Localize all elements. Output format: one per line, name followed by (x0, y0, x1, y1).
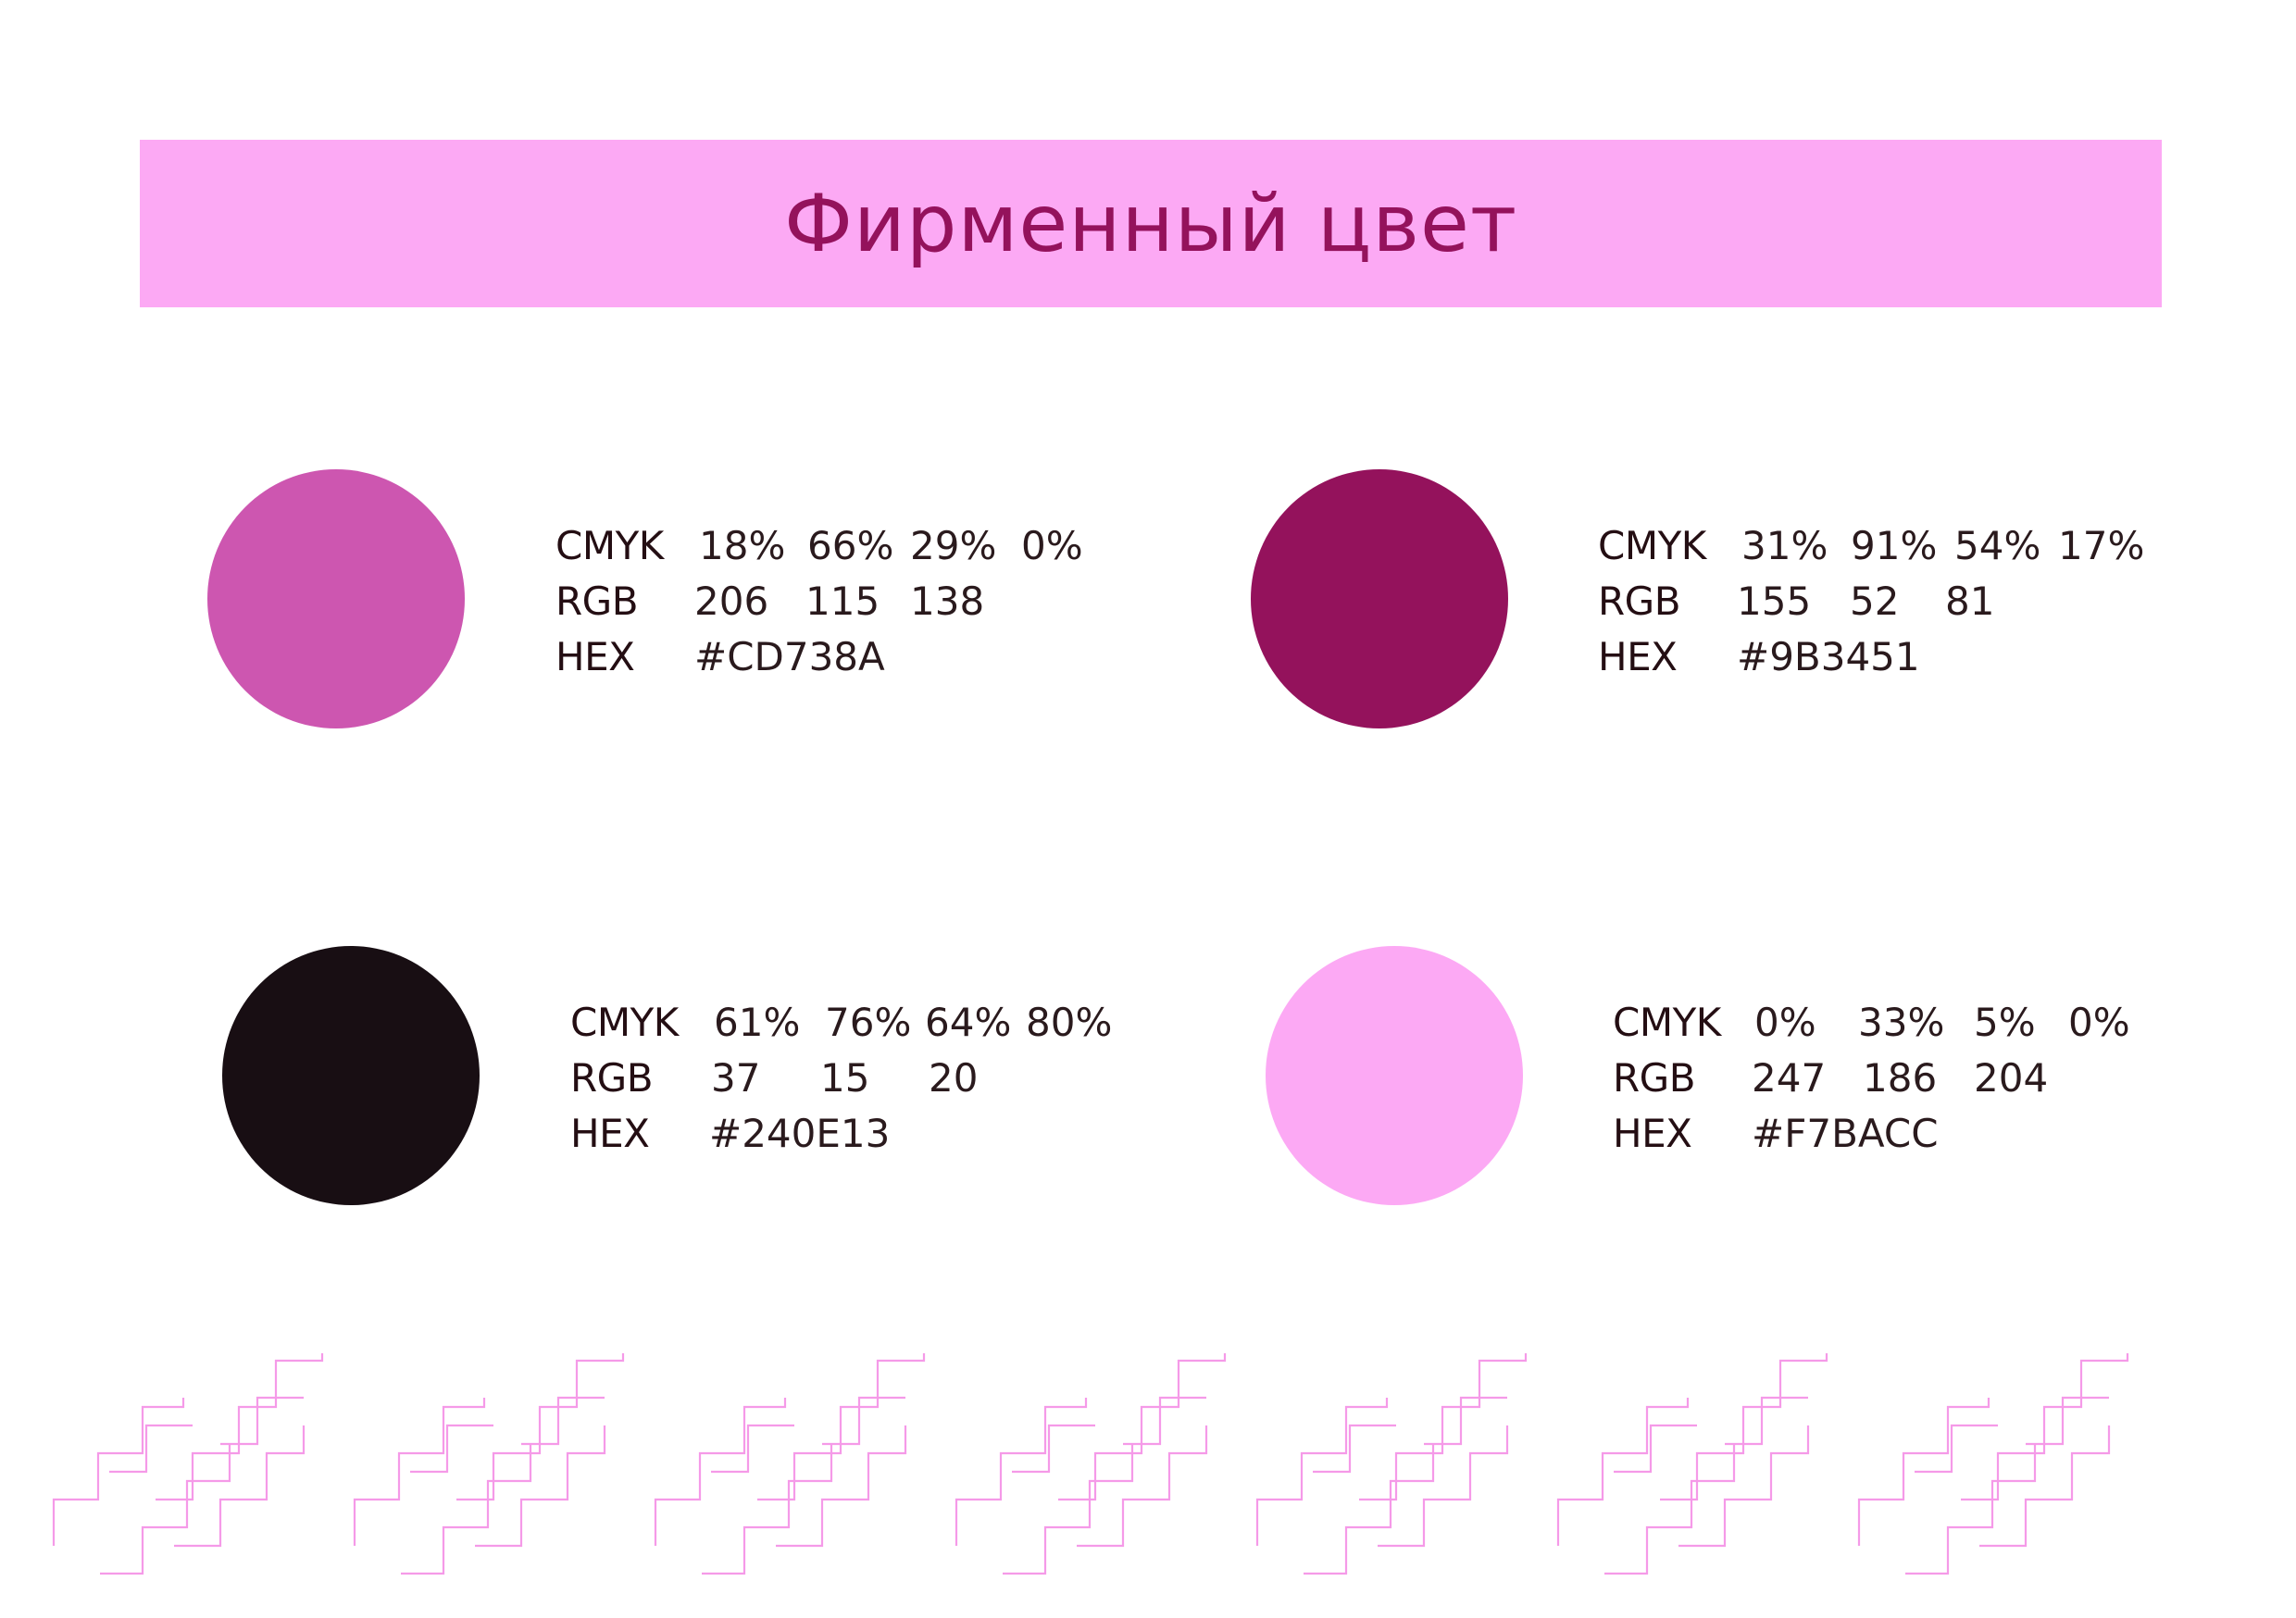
rgb-b: 20 (929, 1055, 979, 1101)
pattern-tile (52, 1351, 324, 1575)
rgb-row: RGB 206 115 138 (555, 574, 1111, 629)
cmyk-c: 0% (1754, 1000, 1816, 1045)
hex-value: #CD738A (694, 634, 885, 679)
stair-pattern (52, 1351, 2129, 1575)
swatch-circle-2 (1251, 469, 1508, 728)
cmyk-row: CMYK 0% 33% 5% 0% (1613, 995, 2168, 1051)
cmyk-label: CMYK (555, 523, 664, 568)
rgb-g: 15 (820, 1055, 870, 1101)
rgb-b: 204 (1974, 1055, 2049, 1101)
rgb-label: RGB (570, 1055, 654, 1101)
hex-label: HEX (555, 634, 635, 679)
hex-row: HEX #240E13 (570, 1106, 1126, 1162)
page-title: Фирменный цвет (783, 177, 1518, 270)
cmyk-m: 91% (1851, 523, 1938, 568)
hex-value: #240E13 (709, 1111, 891, 1156)
rgb-row: RGB 247 186 204 (1613, 1051, 2168, 1106)
hex-row: HEX #9B3451 (1598, 629, 2172, 685)
pattern-tile (1255, 1351, 1528, 1575)
rgb-r: 155 (1737, 579, 1812, 624)
cmyk-k: 17% (2058, 523, 2145, 568)
cmyk-y: 64% (925, 1000, 1012, 1045)
cmyk-row: CMYK 31% 91% 54% 17% (1598, 518, 2172, 574)
rgb-label: RGB (555, 579, 639, 624)
cmyk-m: 33% (1858, 1000, 1945, 1045)
cmyk-k: 0% (2068, 1000, 2130, 1045)
pattern-tile (654, 1351, 926, 1575)
cmyk-m: 66% (807, 523, 894, 568)
pattern-tile (1857, 1351, 2129, 1575)
hex-label: HEX (1613, 1111, 1692, 1156)
swatch-circle-4 (1266, 946, 1523, 1205)
swatch-circle-1 (207, 469, 465, 728)
pattern-tile (353, 1351, 625, 1575)
pattern-tile (1556, 1351, 1828, 1575)
cmyk-row: CMYK 61% 76% 64% 80% (570, 995, 1126, 1051)
swatch-circle-3 (222, 946, 480, 1205)
rgb-r: 37 (711, 1055, 761, 1101)
cmyk-label: CMYK (1613, 1000, 1721, 1045)
rgb-label: RGB (1598, 579, 1681, 624)
cmyk-c: 18% (699, 523, 786, 568)
cmyk-label: CMYK (1598, 523, 1706, 568)
swatch-spec-4: CMYK 0% 33% 5% 0% RGB 247 186 204 HEX #F… (1613, 995, 2168, 1162)
rgb-g: 115 (805, 579, 880, 624)
hex-value: #9B3451 (1737, 634, 1920, 679)
swatch-spec-2: CMYK 31% 91% 54% 17% RGB 155 52 81 HEX #… (1598, 518, 2172, 685)
swatch-spec-3: CMYK 61% 76% 64% 80% RGB 37 15 20 HEX #2… (570, 995, 1126, 1162)
cmyk-y: 54% (1954, 523, 2041, 568)
pattern-tiles (52, 1351, 2129, 1575)
rgb-label: RGB (1613, 1055, 1696, 1101)
rgb-row: RGB 37 15 20 (570, 1051, 1126, 1106)
cmyk-c: 61% (714, 1000, 801, 1045)
rgb-g: 186 (1863, 1055, 1938, 1101)
hex-label: HEX (570, 1111, 650, 1156)
rgb-r: 206 (694, 579, 769, 624)
hex-label: HEX (1598, 634, 1678, 679)
rgb-b: 81 (1945, 579, 1995, 624)
rgb-row: RGB 155 52 81 (1598, 574, 2172, 629)
cmyk-k: 80% (1026, 1000, 1113, 1045)
hex-row: HEX #F7BACC (1613, 1106, 2168, 1162)
cmyk-c: 31% (1741, 523, 1828, 568)
pattern-tile (955, 1351, 1227, 1575)
cmyk-y: 29% (910, 523, 997, 568)
cmyk-m: 76% (825, 1000, 912, 1045)
swatch-spec-1: CMYK 18% 66% 29% 0% RGB 206 115 138 HEX … (555, 518, 1111, 685)
cmyk-label: CMYK (570, 1000, 679, 1045)
title-banner: Фирменный цвет (140, 140, 2162, 307)
cmyk-row: CMYK 18% 66% 29% 0% (555, 518, 1111, 574)
hex-value: #F7BACC (1752, 1111, 1939, 1156)
cmyk-k: 0% (1021, 523, 1083, 568)
rgb-r: 247 (1752, 1055, 1827, 1101)
hex-row: HEX #CD738A (555, 629, 1111, 685)
cmyk-y: 5% (1974, 1000, 2036, 1045)
rgb-b: 138 (910, 579, 985, 624)
rgb-g: 52 (1850, 579, 1900, 624)
